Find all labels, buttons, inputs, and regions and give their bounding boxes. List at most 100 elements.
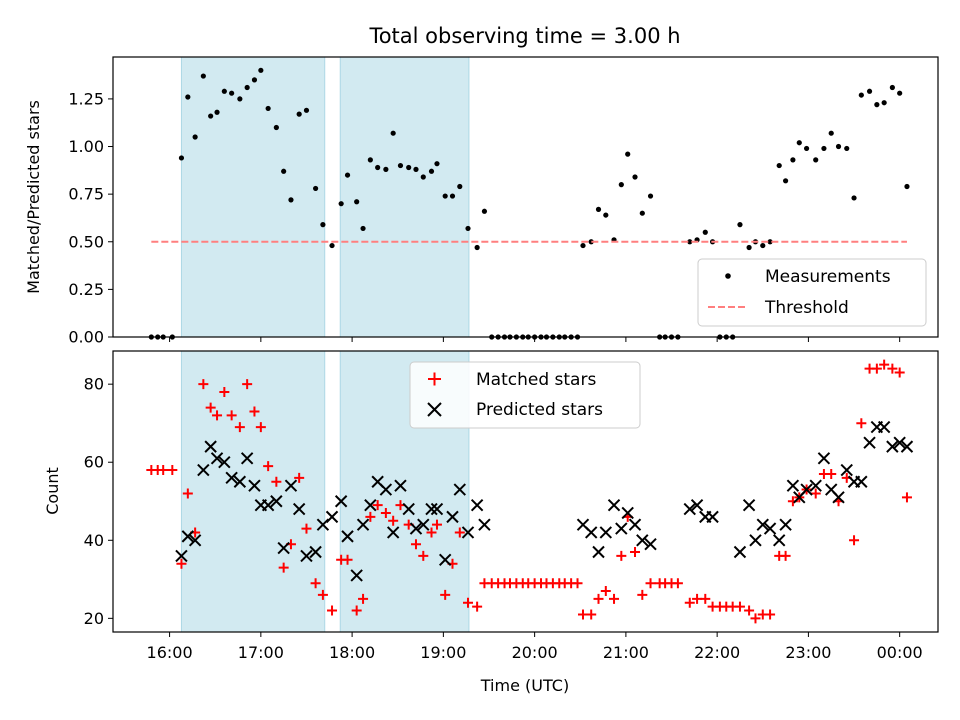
y-tick-label: 1.25 — [68, 89, 104, 108]
predicted-stars-point — [284, 479, 298, 492]
measurements-point — [208, 113, 214, 119]
measurements-point — [803, 145, 810, 152]
top-legend-box — [697, 258, 927, 327]
matched-stars-point — [278, 562, 289, 573]
matched-stars-point — [630, 546, 641, 557]
top-panel-shaded-intervals — [180, 57, 470, 337]
matched-stars-point — [358, 593, 369, 604]
matched-stars-point — [205, 402, 216, 413]
predicted-stars-point — [325, 510, 339, 524]
legend-measurements-label: Measurements — [765, 267, 891, 287]
bottom-panel-legend: Matched stars Predicted stars — [409, 361, 641, 429]
measurements-point — [481, 208, 488, 214]
predicted-stars-point — [334, 495, 348, 508]
measurements-point — [874, 102, 880, 108]
measurements-point — [897, 90, 903, 96]
y-tick-label: 80 — [84, 375, 104, 394]
measurements-point — [221, 88, 227, 94]
measurements-point — [281, 168, 287, 174]
measurements-point — [344, 172, 351, 178]
predicted-stars-point — [763, 522, 777, 535]
measurements-point — [383, 166, 389, 172]
x-tick-label: 18:00 — [329, 643, 375, 662]
predicted-stars-point — [394, 479, 407, 492]
measurements-point — [595, 206, 602, 212]
predicted-stars-point — [292, 502, 306, 516]
matched-stars-point — [182, 488, 193, 499]
predicted-stars-point — [453, 483, 466, 496]
matched-stars-point — [431, 519, 442, 530]
matched-stars-point — [310, 578, 321, 589]
shaded-interval-1 — [181, 57, 325, 337]
predicted-stars-point — [218, 456, 231, 469]
predicted-stars-point — [809, 479, 822, 492]
predicted-stars-point — [786, 479, 800, 492]
matched-stars-point — [600, 586, 611, 597]
bottom-panel-frame — [112, 350, 939, 633]
measurements-point — [702, 229, 708, 235]
bottom-panel-series — [146, 359, 914, 624]
matched-stars-point — [365, 511, 376, 522]
x-tick-label: 00:00 — [877, 643, 923, 662]
matched-stars-point — [176, 558, 187, 569]
measurements-point — [397, 162, 404, 169]
matched-stars-point — [198, 379, 209, 390]
predicted-stars-point — [438, 553, 452, 567]
measurements-point — [858, 92, 864, 98]
matched-stars-point — [255, 422, 266, 433]
predicted-stars-point — [706, 510, 719, 524]
measurements-point — [449, 193, 456, 199]
measurements-point — [889, 84, 895, 91]
measurements-point — [828, 130, 834, 136]
measurements-point — [904, 183, 910, 190]
matched-stars-point — [158, 465, 169, 476]
predicted-stars-point — [240, 452, 254, 465]
matched-stars-point — [765, 609, 776, 620]
matched-stars-point — [849, 535, 860, 546]
matched-stars-point — [609, 593, 620, 604]
matched-stars-point — [317, 589, 328, 600]
predicted-stars-point — [261, 498, 275, 512]
measurements-point — [782, 178, 789, 184]
matched-stars-point — [901, 492, 912, 503]
legend-measurements-marker — [725, 273, 731, 279]
y-tick-label: 60 — [84, 453, 104, 472]
shaded-interval-2 — [340, 57, 469, 337]
matched-stars-point — [380, 507, 391, 518]
matched-stars-point — [826, 468, 837, 479]
predicted-stars-point — [204, 440, 217, 453]
matched-stars-point — [212, 410, 223, 421]
legend-predicted-marker — [427, 402, 442, 417]
matched-stars-point — [301, 523, 312, 534]
measurements-point — [603, 212, 609, 218]
x-tick-label: 23:00 — [785, 643, 831, 662]
top-panel-ylabel: Matched/Predicted stars — [24, 100, 43, 294]
bottom-panel-x-axis: 16:00 17:00 18:00 19:00 20:00 21:00 22:00 23:00… — [147, 632, 923, 662]
y-tick-label: 20 — [84, 609, 104, 628]
bottom-panel: 20 40 60 80 16:00 17:00 18:00 19:00 20:00 21:00 2… — [43, 350, 939, 695]
predicted-stars-point — [877, 420, 891, 434]
measurements-point — [580, 242, 586, 249]
predicted-stars-point — [175, 549, 188, 563]
predicted-stars-point — [470, 498, 484, 512]
y-tick-label: 40 — [84, 531, 104, 550]
matched-stars-point — [684, 597, 695, 608]
predicted-stars-point — [341, 530, 354, 543]
predicted-stars-point — [300, 549, 313, 563]
measurements-point — [320, 222, 326, 228]
measurements-point — [273, 124, 279, 131]
matched-stars-point — [887, 363, 898, 374]
matched-stars-point — [249, 406, 260, 417]
measurements-point — [632, 174, 638, 180]
predicted-stars-point — [683, 502, 696, 516]
y-tick-label: 1.00 — [68, 137, 104, 156]
predicted-stars-point — [615, 522, 628, 535]
matched-stars-point — [810, 488, 821, 499]
legend-predicted-label: Predicted stars — [476, 400, 603, 420]
legend-threshold-label: Threshold — [764, 298, 849, 318]
matched-stars-point — [572, 578, 583, 589]
predicted-stars-point — [893, 436, 906, 449]
measurements-point — [265, 105, 271, 112]
measurements-point — [821, 145, 827, 152]
